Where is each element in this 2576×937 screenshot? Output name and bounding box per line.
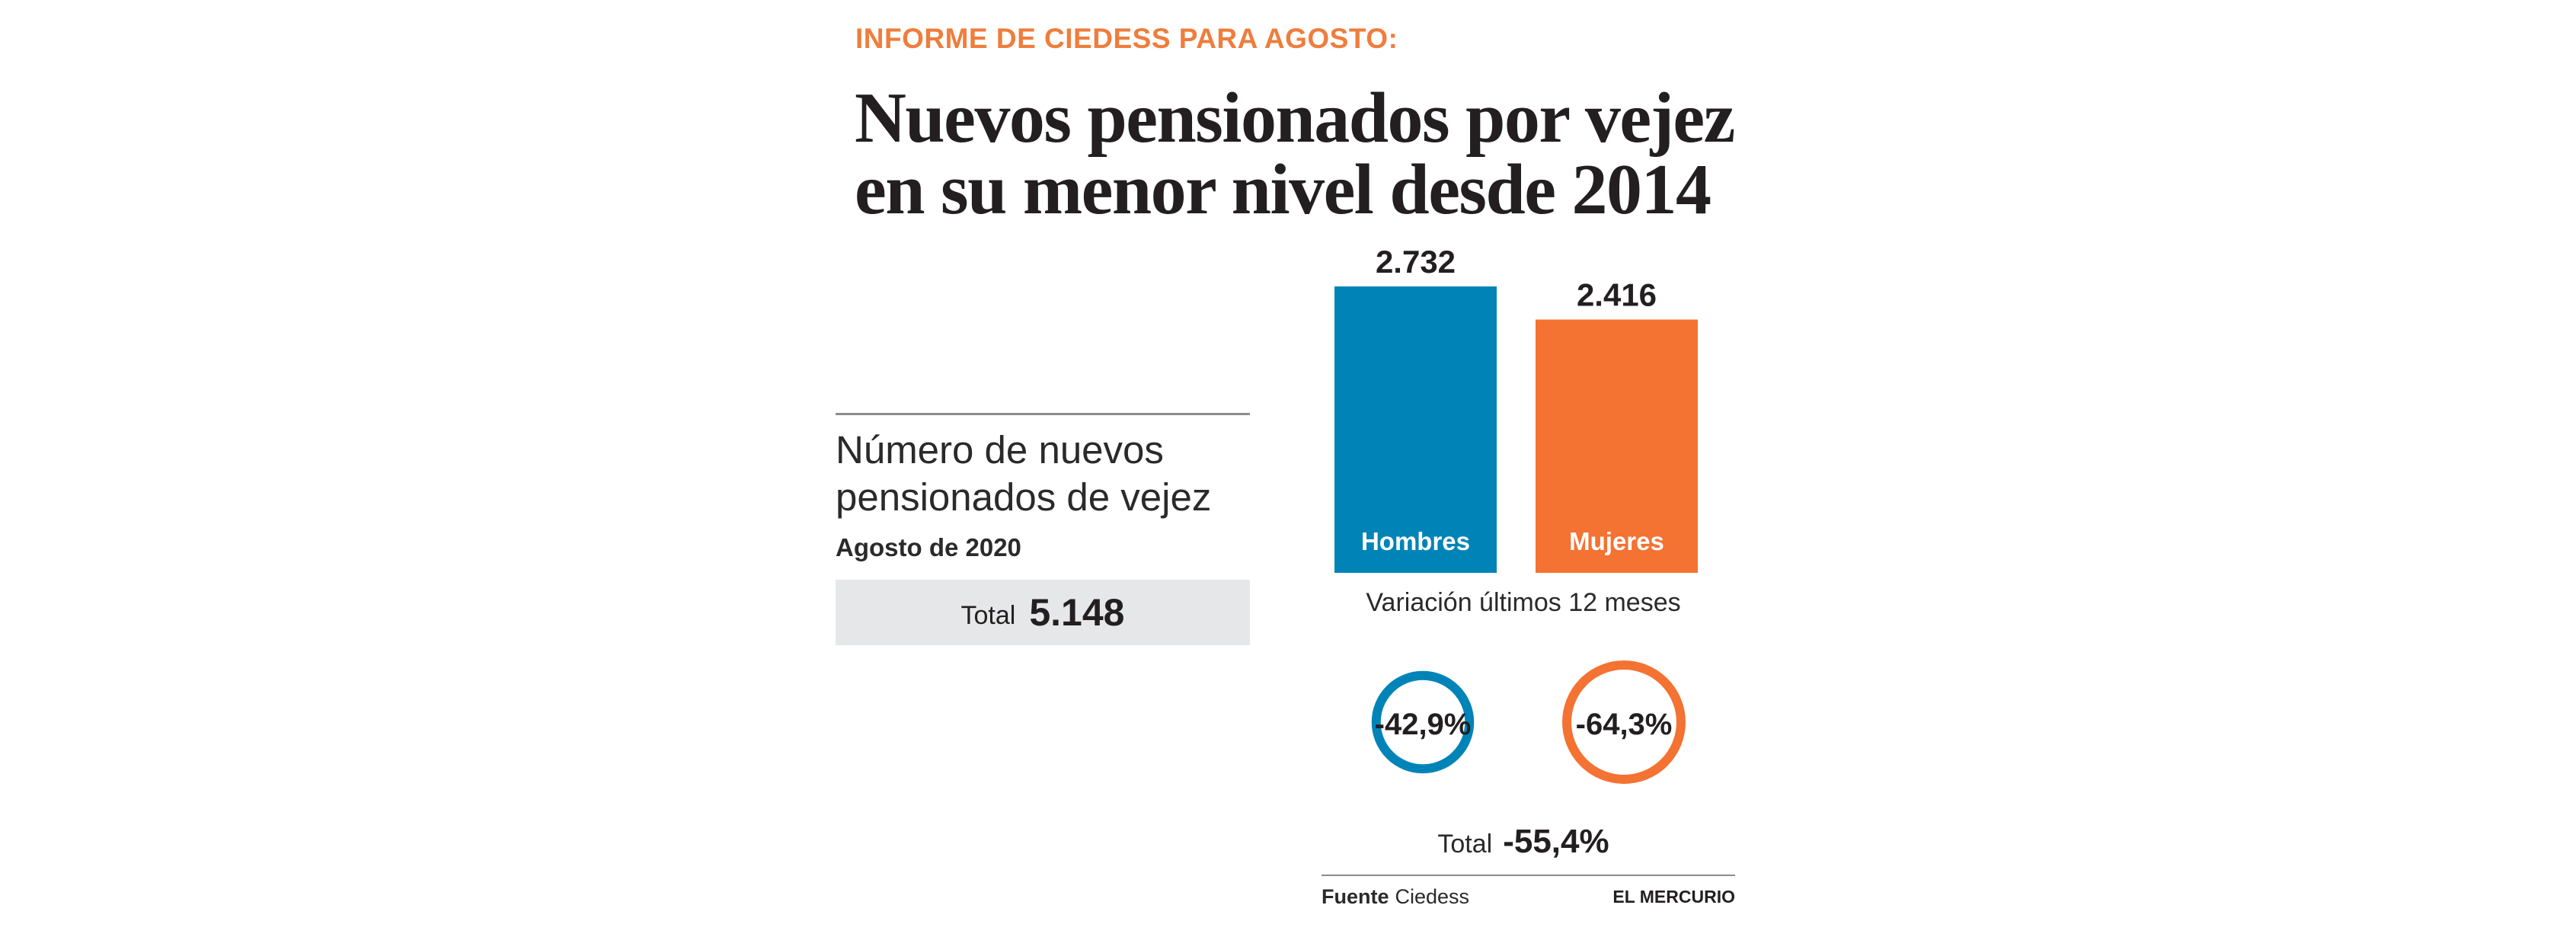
panel-subtitle: Número de nuevos pensionados de vejez	[836, 427, 1262, 521]
source-label: Fuente	[1322, 885, 1389, 908]
bar-value-mujeres: 2.416	[1577, 277, 1657, 312]
change-value-hombres: -42,9%	[1375, 708, 1472, 741]
kicker: INFORME DE CIEDESS PARA AGOSTO:	[855, 23, 1398, 54]
panel-subtitle-line-1: Número de nuevos	[836, 428, 1164, 472]
total-change-label: Total	[1437, 830, 1493, 859]
variation-title: Variación últimos 12 meses	[1366, 588, 1681, 617]
change-circle-hombres	[1371, 670, 1475, 774]
total-label: Total	[960, 600, 1016, 630]
bar-category-mujeres: Mujeres	[1569, 527, 1664, 555]
headline-line-1: Nuevos pensionados por vejez	[855, 78, 1735, 158]
total-change: Total -55,4%	[1287, 823, 1759, 861]
change-circle-mujeres	[1562, 660, 1686, 784]
footer-divider	[1322, 875, 1735, 876]
source: Fuente Ciedess	[1322, 885, 1469, 909]
panel-divider	[836, 413, 1250, 415]
total-box: Total 5.148	[836, 580, 1250, 645]
bar-mujeres	[1536, 319, 1698, 573]
source-value: Ciedess	[1395, 885, 1470, 908]
bar-category-hombres: Hombres	[1361, 527, 1470, 555]
total-change-value: -55,4%	[1503, 823, 1609, 860]
change-value-mujeres: -64,3%	[1576, 708, 1673, 741]
panel-subtitle-line-2: pensionados de vejez	[836, 475, 1212, 519]
bar-value-hombres: 2.732	[1376, 244, 1456, 280]
headline: Nuevos pensionados por vejez en su menor…	[855, 82, 1769, 225]
brand: EL MERCURIO	[1612, 887, 1735, 907]
panel-date: Agosto de 2020	[836, 533, 1021, 561]
bar-hombres	[1334, 286, 1497, 573]
headline-line-2: en su menor nivel desde 2014	[855, 150, 1711, 229]
total-value: 5.148	[1029, 591, 1125, 634]
